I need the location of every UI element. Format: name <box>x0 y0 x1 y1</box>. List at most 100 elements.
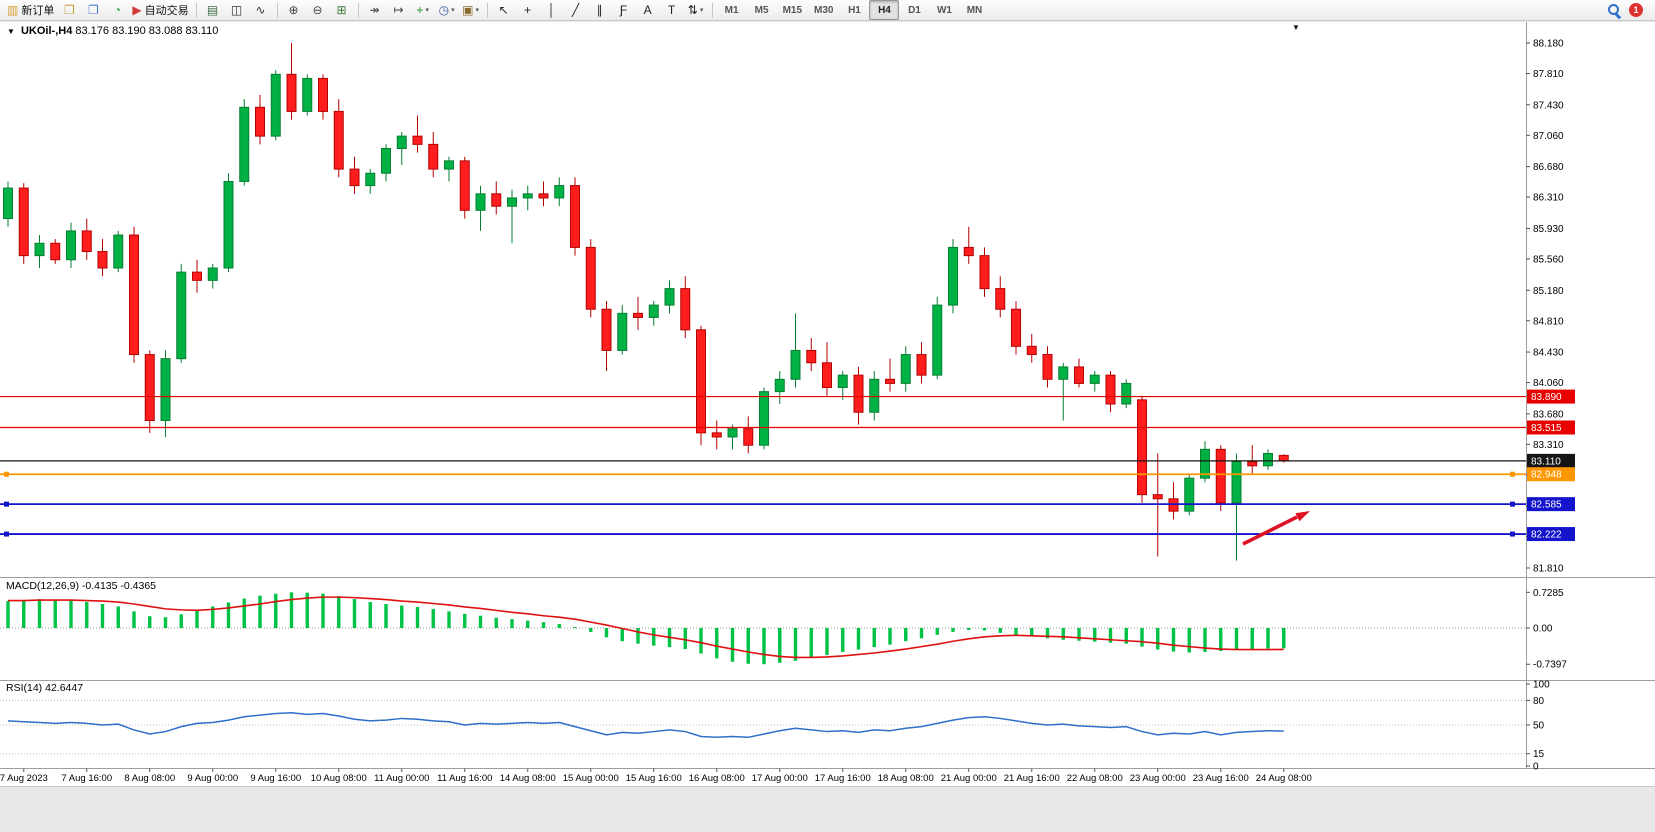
timeframe-m1-label: M1 <box>724 4 739 16</box>
market-watch-icon[interactable]: ◔ <box>105 0 129 20</box>
timeframe-w1-label: W1 <box>936 4 952 16</box>
candle-body <box>239 106 250 182</box>
macd-name: MACD(12,26,9) <box>6 580 79 592</box>
chart-window-icon[interactable]: ❐ <box>57 0 81 20</box>
candlestick-chart-icon[interactable]: ◫ <box>225 0 249 20</box>
price-badge-83.110 <box>1527 453 1575 468</box>
price-axis-label: 83.680 <box>1533 409 1564 420</box>
line-handle-right[interactable] <box>1510 501 1515 507</box>
timeframe-h4[interactable]: H4 <box>869 0 900 20</box>
chart-menu-arrow-icon[interactable]: ▼ <box>1292 23 1300 32</box>
timeframe-w1[interactable]: W1 <box>929 0 959 20</box>
candle-body <box>633 312 643 318</box>
chart-shift-icon[interactable]: ↦ <box>387 0 411 20</box>
candle-body <box>270 73 281 137</box>
candle-body <box>1184 477 1195 512</box>
price-axis-label: 85.560 <box>1533 254 1564 265</box>
candle-body <box>475 193 486 211</box>
timeframe-m30-label: M30 <box>814 4 834 16</box>
candle-body <box>1074 366 1084 384</box>
timeframe-m1[interactable]: M1 <box>717 0 747 20</box>
text-label-icon[interactable]: T <box>660 0 684 20</box>
line-handle-left[interactable] <box>4 531 9 537</box>
candle-body <box>1121 382 1132 405</box>
candle-body <box>790 349 801 380</box>
chart-collapse-icon[interactable]: ▼ <box>7 27 15 36</box>
templates-icon[interactable]: ▣ ▾ <box>459 0 483 20</box>
toolbar-group-zoom: ⊕ ⊖ ⊞ <box>282 0 354 20</box>
timeframe-m30[interactable]: M30 <box>808 0 839 20</box>
timeframe-m5[interactable]: M5 <box>747 0 777 20</box>
time-scale[interactable] <box>0 769 1526 786</box>
arrows-icon-glyph: ⇅ <box>687 3 698 17</box>
indicators-add-icon-caret[interactable]: ▾ <box>425 7 429 14</box>
price-badge-text: 83.515 <box>1531 423 1562 434</box>
auto-scroll-icon[interactable]: ↠ <box>363 0 387 20</box>
line-handle-right[interactable] <box>1510 531 1515 537</box>
search-icon[interactable] <box>1607 3 1622 19</box>
time-axis-label: 9 Aug 16:00 <box>250 773 301 784</box>
new-order-button[interactable]: ▥ 新订单 <box>4 0 57 20</box>
zoom-out-icon[interactable]: ⊖ <box>306 0 330 20</box>
periods-clock-icon-caret[interactable]: ▾ <box>451 7 455 14</box>
line-handle-right[interactable] <box>1510 471 1515 477</box>
chart-symbol-label: UKOil-,H4 <box>20 25 73 37</box>
main-plot-area[interactable] <box>0 22 1526 577</box>
macd-panel[interactable] <box>0 578 1526 680</box>
zoom-in-icon[interactable]: ⊕ <box>282 0 306 20</box>
time-axis-label: 23 Aug 16:00 <box>1193 773 1249 784</box>
time-axis-label: 10 Aug 08:00 <box>311 773 367 784</box>
trendline-icon[interactable]: ╱ <box>564 0 588 20</box>
timeframe-h1[interactable]: H1 <box>839 0 869 20</box>
cursor-icon[interactable]: ↖ <box>492 0 516 20</box>
arrows-icon[interactable]: ⇅ ▾ <box>684 0 708 20</box>
annotation-arrow-head[interactable] <box>1295 511 1310 522</box>
line-chart-icon[interactable]: ∿ <box>249 0 273 20</box>
vertical-line-icon[interactable]: │ <box>540 0 564 20</box>
crosshair-icon-glyph: + <box>524 3 532 17</box>
profiles-icon[interactable]: ❒ <box>81 0 105 20</box>
tile-windows-icon[interactable]: ⊞ <box>330 0 354 20</box>
candle-body <box>491 193 502 207</box>
annotation-arrow-shaft[interactable] <box>1242 515 1298 546</box>
bar-chart-icon[interactable]: ▤ <box>201 0 225 20</box>
templates-icon-glyph: ▣ <box>462 3 474 17</box>
new-order-button-glyph: ▥ <box>7 3 19 17</box>
fibonacci-icon[interactable]: Ƒ <box>612 0 636 20</box>
line-handle-left[interactable] <box>4 501 9 507</box>
candle-body <box>696 329 706 434</box>
candle-body <box>1042 354 1053 380</box>
auto-trading-button-label: 自动交易 <box>144 5 189 17</box>
time-axis-label: 11 Aug 00:00 <box>374 773 429 784</box>
toolbar-separator <box>195 2 197 18</box>
channel-icon[interactable]: ∥ <box>588 0 612 20</box>
rsi-panel[interactable] <box>0 681 1526 768</box>
time-axis-label: 16 Aug 08:00 <box>689 773 745 784</box>
candle-body <box>50 242 61 261</box>
price-badge-82.585 <box>1527 497 1575 512</box>
timeframe-m15[interactable]: M15 <box>777 0 808 20</box>
candle-body <box>774 378 785 393</box>
price-scale[interactable] <box>1526 22 1655 768</box>
text-icon[interactable]: A <box>636 0 660 20</box>
periods-clock-icon[interactable]: ◷ ▾ <box>435 0 459 20</box>
line-handle-left[interactable] <box>4 471 9 477</box>
notification-badge[interactable]: 1 <box>1629 3 1643 17</box>
timeframe-mn[interactable]: MN <box>959 0 989 20</box>
candle-body <box>144 354 155 421</box>
candle-body <box>869 378 880 413</box>
candle-body <box>617 312 628 351</box>
toolbar-separator <box>276 2 278 18</box>
indicators-add-icon[interactable]: + ▾ <box>411 0 435 20</box>
periods-clock-icon-glyph: ◷ <box>438 3 450 17</box>
candle-body <box>192 271 202 281</box>
rsi-indicator-label: RSI(14) 42.6447 <box>6 682 83 694</box>
templates-icon-caret[interactable]: ▾ <box>475 7 479 14</box>
rsi-axis-label: 100 <box>1533 680 1550 691</box>
crosshair-icon[interactable]: + <box>516 0 540 20</box>
timeframe-d1[interactable]: D1 <box>899 0 929 20</box>
arrows-icon-caret[interactable]: ▾ <box>699 7 704 14</box>
auto-trading-button[interactable]: ▶ 自动交易 <box>129 0 191 20</box>
price-axis-label: 84.810 <box>1533 316 1564 327</box>
